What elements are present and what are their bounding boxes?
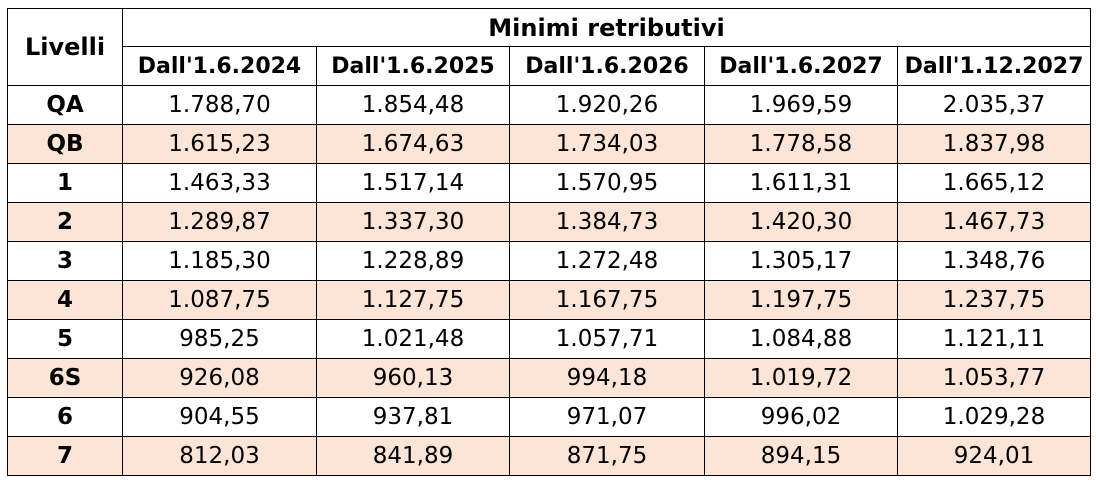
value-cell: 871,75 [509, 436, 705, 476]
value-cell: 1.674,63 [316, 124, 510, 164]
table-row: 4 1.087,75 1.127,75 1.167,75 1.197,75 1.… [7, 280, 1091, 320]
value-cell: 1.084,88 [704, 319, 898, 359]
value-cell: 1.570,95 [509, 163, 705, 203]
value-cell: 1.854,48 [316, 85, 510, 125]
value-cell: 1.337,30 [316, 202, 510, 242]
value-cell: 1.969,59 [704, 85, 898, 125]
value-cell: 1.420,30 [704, 202, 898, 242]
level-cell: 6S [7, 358, 123, 398]
minimi-retributivi-header: Minimi retributivi [122, 8, 1091, 47]
table-row: 6S 926,08 960,13 994,18 1.019,72 1.053,7… [7, 358, 1091, 398]
value-cell: 1.348,76 [897, 241, 1091, 281]
value-cell: 1.778,58 [704, 124, 898, 164]
table-row: 3 1.185,30 1.228,89 1.272,48 1.305,17 1.… [7, 241, 1091, 281]
table-row: QB 1.615,23 1.674,63 1.734,03 1.778,58 1… [7, 124, 1091, 164]
value-cell: 1.185,30 [122, 241, 317, 281]
value-cell: 1.057,71 [509, 319, 705, 359]
value-cell: 1.788,70 [122, 85, 317, 125]
value-cell: 1.167,75 [509, 280, 705, 320]
header-row-top: Livelli Minimi retributivi [7, 8, 1091, 86]
level-cell: 6 [7, 397, 123, 437]
value-cell: 937,81 [316, 397, 510, 437]
value-cell: 1.087,75 [122, 280, 317, 320]
value-cell: 2.035,37 [897, 85, 1091, 125]
value-cell: 924,01 [897, 436, 1091, 476]
date-column-header: Dall'1.6.2024 [122, 46, 317, 86]
value-cell: 841,89 [316, 436, 510, 476]
livelli-header: Livelli [7, 8, 123, 86]
level-cell: 7 [7, 436, 123, 476]
value-cell: 1.053,77 [897, 358, 1091, 398]
date-column-header: Dall'1.6.2027 [704, 46, 898, 86]
level-cell: QB [7, 124, 123, 164]
date-column-header: Dall'1.6.2025 [316, 46, 510, 86]
level-cell: 1 [7, 163, 123, 203]
table-row: 1 1.463,33 1.517,14 1.570,95 1.611,31 1.… [7, 163, 1091, 203]
value-cell: 1.734,03 [509, 124, 705, 164]
value-cell: 1.837,98 [897, 124, 1091, 164]
value-cell: 1.127,75 [316, 280, 510, 320]
value-cell: 1.029,28 [897, 397, 1091, 437]
date-column-header: Dall'1.6.2026 [509, 46, 705, 86]
value-cell: 1.517,14 [316, 163, 510, 203]
value-cell: 1.467,73 [897, 202, 1091, 242]
level-cell: 5 [7, 319, 123, 359]
value-cell: 960,13 [316, 358, 510, 398]
table-row: 6 904,55 937,81 971,07 996,02 1.029,28 [7, 397, 1091, 437]
value-cell: 926,08 [122, 358, 317, 398]
minimum-wages-table: Livelli Minimi retributivi Dall'1.6.2024… [7, 8, 1091, 476]
table-row: QA 1.788,70 1.854,48 1.920,26 1.969,59 2… [7, 85, 1091, 125]
value-cell: 1.615,23 [122, 124, 317, 164]
value-cell: 1.289,87 [122, 202, 317, 242]
value-cell: 812,03 [122, 436, 317, 476]
value-cell: 1.272,48 [509, 241, 705, 281]
header-row-dates: Dall'1.6.2024 Dall'1.6.2025 Dall'1.6.202… [8, 46, 1091, 86]
value-cell: 1.384,73 [509, 202, 705, 242]
value-cell: 1.228,89 [316, 241, 510, 281]
salary-table-container: Livelli Minimi retributivi Dall'1.6.2024… [7, 8, 1091, 476]
value-cell: 1.237,75 [897, 280, 1091, 320]
value-cell: 996,02 [704, 397, 898, 437]
table-row: 5 985,25 1.021,48 1.057,71 1.084,88 1.12… [7, 319, 1091, 359]
value-cell: 994,18 [509, 358, 705, 398]
value-cell: 1.665,12 [897, 163, 1091, 203]
value-cell: 1.305,17 [704, 241, 898, 281]
value-cell: 1.463,33 [122, 163, 317, 203]
value-cell: 1.121,11 [897, 319, 1091, 359]
date-column-header: Dall'1.12.2027 [897, 46, 1091, 86]
value-cell: 1.021,48 [316, 319, 510, 359]
value-cell: 1.019,72 [704, 358, 898, 398]
value-cell: 1.920,26 [509, 85, 705, 125]
level-cell: 2 [7, 202, 123, 242]
value-cell: 1.197,75 [704, 280, 898, 320]
level-cell: QA [7, 85, 123, 125]
level-cell: 3 [7, 241, 123, 281]
value-cell: 971,07 [509, 397, 705, 437]
table-row: 7 812,03 841,89 871,75 894,15 924,01 [7, 436, 1091, 476]
value-cell: 1.611,31 [704, 163, 898, 203]
value-cell: 904,55 [122, 397, 317, 437]
level-cell: 4 [7, 280, 123, 320]
value-cell: 894,15 [704, 436, 898, 476]
table-row: 2 1.289,87 1.337,30 1.384,73 1.420,30 1.… [7, 202, 1091, 242]
value-cell: 985,25 [122, 319, 317, 359]
